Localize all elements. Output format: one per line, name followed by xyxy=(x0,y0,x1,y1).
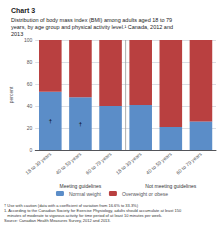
svg-text:40: 40 xyxy=(27,103,33,109)
svg-text:60 to 79 years: 60 to 79 years xyxy=(175,150,204,175)
svg-text:18 to 39 years: 18 to 39 years xyxy=(24,150,53,175)
svg-text:40 to 59 years: 40 to 59 years xyxy=(54,150,83,175)
svg-text:Source: Canadian Health Measur: Source: Canadian Health Measures Survey,… xyxy=(4,218,111,223)
svg-text:0: 0 xyxy=(29,147,32,153)
svg-text:100: 100 xyxy=(24,37,33,43)
svg-text:years, by age group and physic: years, by age group and physical activit… xyxy=(11,24,173,30)
svg-text:Not meeting guidelines: Not meeting guidelines xyxy=(145,183,196,189)
svg-text:Chart 3: Chart 3 xyxy=(11,7,35,14)
svg-text:†: † xyxy=(49,118,52,124)
svg-text:20: 20 xyxy=(27,125,33,131)
svg-text:18 to 39 years: 18 to 39 years xyxy=(114,150,143,175)
svg-text:Distribution of body mass inde: Distribution of body mass index (BMI) am… xyxy=(11,17,172,23)
svg-text:Overweight or obese: Overweight or obese xyxy=(122,191,168,197)
svg-text:† Use with caution (data with: † Use with caution (data with a coeffici… xyxy=(4,202,138,208)
svg-text:percent: percent xyxy=(8,86,14,103)
svg-text:1. According to the Canadian S: 1. According to the Canadian Society for… xyxy=(4,207,182,213)
svg-text:Normal weight: Normal weight xyxy=(69,191,102,197)
svg-text:2013: 2013 xyxy=(11,31,23,37)
svg-text:80: 80 xyxy=(27,59,33,65)
svg-text:40 to 59 years: 40 to 59 years xyxy=(145,150,174,175)
svg-text:minutes of moderate to vigorou: minutes of moderate to vigorous activity… xyxy=(4,212,163,218)
svg-text:Meeting guidelines: Meeting guidelines xyxy=(60,183,102,189)
svg-text:60: 60 xyxy=(27,81,33,87)
svg-text:60 to 79 years: 60 to 79 years xyxy=(84,150,113,175)
svg-text:†: † xyxy=(79,121,82,127)
